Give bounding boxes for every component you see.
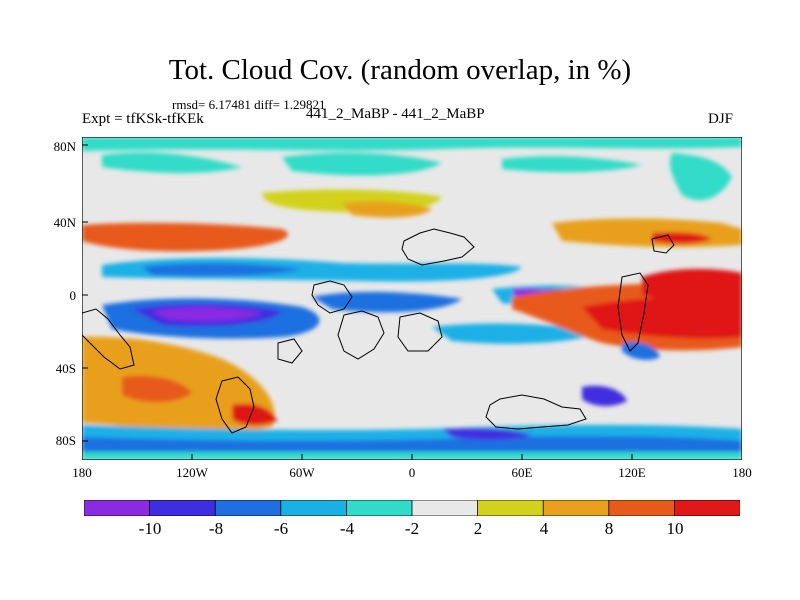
arctic-band xyxy=(82,137,742,151)
y-tick-40s: 40S xyxy=(55,361,76,376)
colorbar-label: -6 xyxy=(273,519,289,538)
colorbar-cell xyxy=(345,500,413,516)
experiment-label: Expt = tfKSk-tfKEk xyxy=(82,111,204,127)
chart-title: Tot. Cloud Cov. (random overlap, in %) xyxy=(168,54,632,86)
na-neg-patch xyxy=(102,152,242,174)
ne-asia-neg-patch xyxy=(670,153,732,201)
japan-outline xyxy=(651,234,675,254)
africa-north-outline xyxy=(311,280,353,314)
x-tick-60w: 60W xyxy=(289,465,315,480)
sh-pos-east-core xyxy=(582,297,742,339)
colorbar-label: 8 xyxy=(604,519,614,538)
colorbar-label: -4 xyxy=(339,519,355,538)
runs-label: 441_2_MaBP - 441_2_MaBP xyxy=(306,106,485,122)
colorbar-label: -10 xyxy=(138,519,162,538)
colorbar-label: 10 xyxy=(666,519,684,538)
colorbar-label: -2 xyxy=(404,519,420,538)
colorbar-cell xyxy=(214,500,282,516)
contour-map xyxy=(82,137,742,460)
y-tick-0: 0 xyxy=(69,288,77,303)
x-tick-60e: 60E xyxy=(511,465,533,480)
y-tick-80n: 80N xyxy=(53,139,76,154)
sh-pos-red-small xyxy=(232,403,277,426)
colorbar-cell xyxy=(674,500,740,516)
colorbar-label: -8 xyxy=(208,519,224,538)
eu-neg-patch xyxy=(502,156,642,173)
land-outlines xyxy=(82,228,675,434)
south-america-outline xyxy=(215,376,255,434)
colorbar-cell xyxy=(542,500,610,516)
europe-outline xyxy=(401,228,475,266)
subtrop-neg-core xyxy=(142,263,302,277)
so-neg-violet xyxy=(442,428,532,440)
tick-marks xyxy=(82,144,742,460)
colorbar-label: 2 xyxy=(473,519,483,538)
pac-neg-small xyxy=(622,341,660,360)
y-tick-40n: 40N xyxy=(53,215,76,230)
sh-neg-violet xyxy=(152,307,262,321)
nh-pos-west xyxy=(82,222,289,252)
atl-neg-patch xyxy=(282,152,442,176)
colorbar-cell xyxy=(608,500,676,516)
nh-orange-atl xyxy=(342,201,432,218)
sh-ind-neg xyxy=(432,323,602,344)
colorbar-cell xyxy=(411,500,479,516)
eq-atl-neg xyxy=(312,291,462,313)
sh-pos-red xyxy=(122,375,192,403)
island-outline xyxy=(277,338,303,364)
x-tick-180e: 180 xyxy=(732,465,752,480)
east-asia-outline xyxy=(617,272,649,352)
colorbar-cell xyxy=(280,500,348,516)
x-tick-180w: 180 xyxy=(72,465,92,480)
colorbar-cell xyxy=(84,500,151,516)
pac-pos-core xyxy=(642,268,742,308)
africa-outline xyxy=(337,310,385,360)
season-label: DJF xyxy=(708,111,734,127)
contour-fields xyxy=(82,137,742,460)
antarctic-coast-outline xyxy=(485,394,587,430)
west-coast-outline xyxy=(82,308,135,370)
colorbar-cell xyxy=(149,500,216,516)
x-tick-0: 0 xyxy=(408,465,416,480)
colorbar xyxy=(84,500,740,516)
y-tick-80s: 80S xyxy=(55,433,76,448)
x-tick-120e: 120E xyxy=(618,465,646,480)
x-tick-120w: 120W xyxy=(176,465,208,480)
stats-label: rmsd= 6.17481 diff= 1.29821 xyxy=(172,97,326,112)
colorbar-cell xyxy=(477,500,544,516)
colorbar-label: 4 xyxy=(539,519,549,538)
aus-neg xyxy=(582,385,627,407)
arabia-outline xyxy=(397,312,443,352)
